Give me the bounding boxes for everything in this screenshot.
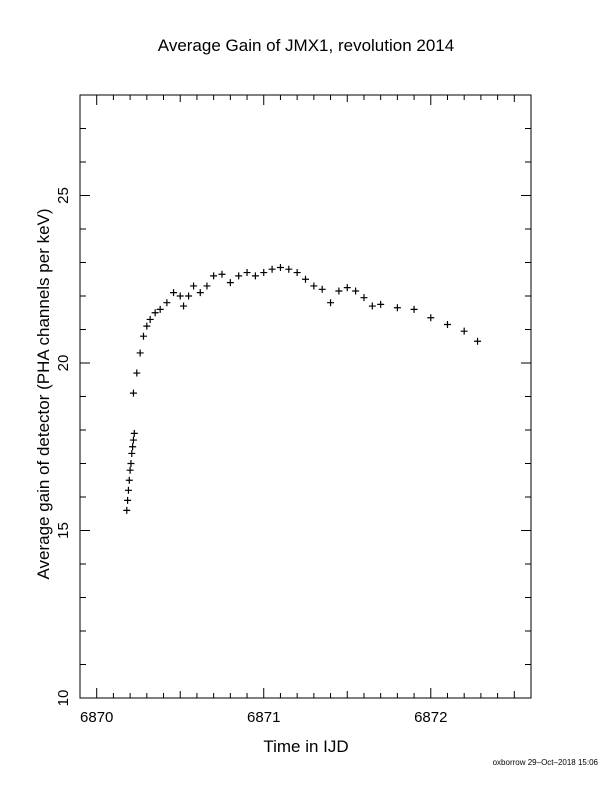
data-point xyxy=(393,304,401,312)
data-point xyxy=(130,429,138,437)
data-point xyxy=(276,264,284,272)
data-point xyxy=(126,466,134,474)
data-point xyxy=(335,287,343,295)
y-tick-label: 25 xyxy=(55,187,72,204)
data-point xyxy=(218,270,226,278)
data-point xyxy=(268,265,276,273)
data-point xyxy=(427,314,435,322)
data-point xyxy=(124,486,132,494)
data-point xyxy=(170,289,178,297)
data-point xyxy=(143,322,151,330)
data-point xyxy=(151,309,159,317)
data-point xyxy=(156,305,164,313)
data-point xyxy=(136,349,144,357)
y-tick-label: 15 xyxy=(55,522,72,539)
data-point xyxy=(196,289,204,297)
data-point xyxy=(410,305,418,313)
plot-frame xyxy=(79,94,532,699)
x-tick-label: 6872 xyxy=(414,709,447,726)
data-point xyxy=(133,369,141,377)
data-point xyxy=(185,292,193,300)
data-point xyxy=(443,320,451,328)
data-point xyxy=(203,282,211,290)
data-point xyxy=(377,300,385,308)
data-point xyxy=(343,284,351,292)
data-points xyxy=(123,264,482,514)
chart-title: Average Gain of JMX1, revolution 2014 xyxy=(157,36,455,55)
data-point xyxy=(260,269,268,277)
data-point xyxy=(360,294,368,302)
data-point xyxy=(235,272,243,280)
data-point xyxy=(226,279,234,287)
data-point xyxy=(352,287,360,295)
data-point xyxy=(180,302,188,310)
y-tick-label: 20 xyxy=(55,355,72,372)
data-point xyxy=(210,272,218,280)
data-point xyxy=(163,299,171,307)
data-point xyxy=(474,337,482,345)
data-point xyxy=(368,302,376,310)
data-point xyxy=(310,282,318,290)
data-point xyxy=(293,269,301,277)
data-point xyxy=(139,332,147,340)
data-point xyxy=(124,496,132,504)
x-tick-label: 6870 xyxy=(80,709,113,726)
data-point xyxy=(125,476,133,484)
data-point xyxy=(190,282,198,290)
ticks-layer: 6870 6871 6872 10 15 20 25 xyxy=(55,94,532,726)
x-tick-label: 6871 xyxy=(247,709,280,726)
data-point xyxy=(285,265,293,273)
data-point xyxy=(251,272,259,280)
x-axis-label: Time in IJD xyxy=(263,737,349,756)
data-point xyxy=(176,292,184,300)
data-point xyxy=(127,460,135,467)
data-point xyxy=(146,315,154,323)
footer-stamp: oxborrow 29–Oct–2018 15:06 xyxy=(492,758,598,767)
data-point xyxy=(129,389,137,397)
data-point xyxy=(243,269,251,277)
data-point xyxy=(129,443,137,451)
y-tick-label: 10 xyxy=(55,690,72,707)
data-point xyxy=(128,449,136,457)
data-point xyxy=(302,275,309,283)
data-point xyxy=(327,299,335,307)
data-point xyxy=(129,436,137,444)
data-point xyxy=(318,285,326,293)
data-point xyxy=(123,506,131,514)
data-point xyxy=(460,327,468,335)
